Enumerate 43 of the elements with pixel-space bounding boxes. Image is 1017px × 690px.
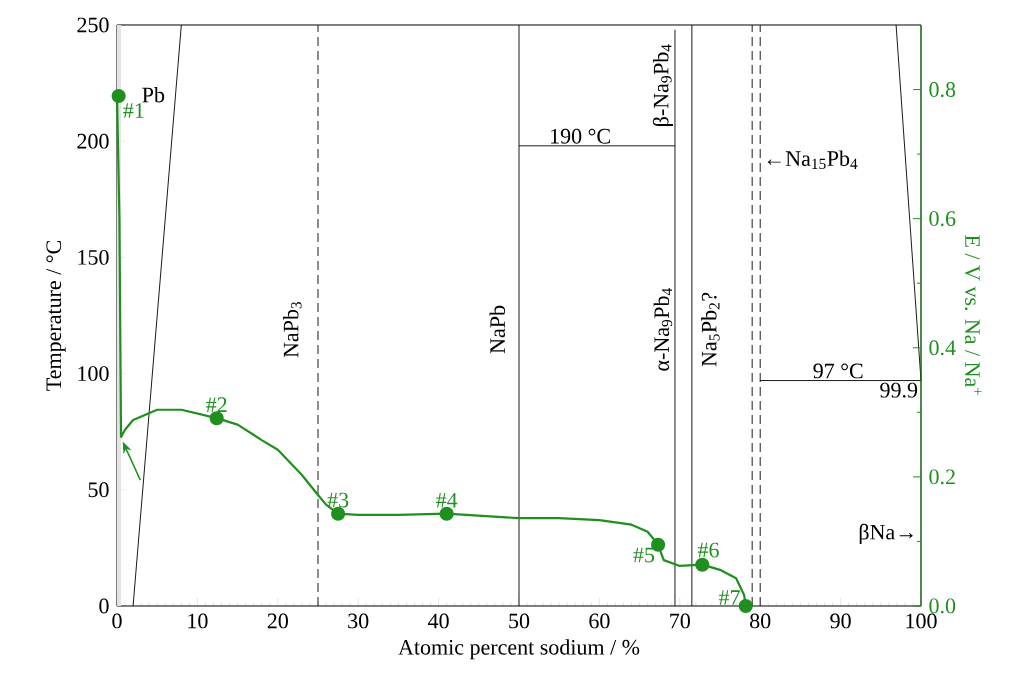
x-tick-label: 40 [428, 613, 449, 629]
x-tick-label: 20 [267, 613, 288, 629]
x-tick-label: 90 [830, 613, 851, 629]
y2-tick-label: 0.2 [929, 469, 955, 485]
annotation: #7 [718, 590, 740, 605]
annotation: #3 [327, 492, 349, 508]
annotation: #6 [697, 542, 719, 558]
annotation: NaPb [489, 305, 506, 354]
x-tick-label: 70 [670, 613, 690, 629]
x-tick-label: 60 [589, 613, 610, 629]
y-tick-label: 100 [78, 366, 109, 382]
y-tick-label: 250 [77, 17, 109, 33]
x-tick-label: 10 [188, 613, 208, 629]
y2-axis-title: E / V vs. Na / Na$^{+}$ [964, 235, 982, 396]
annotation: ←Na$_{15}$Pb$_{4}$ [767, 150, 858, 170]
y2-tick-label: 0.0 [929, 598, 956, 614]
y2-tick-label: 0.4 [929, 340, 956, 356]
annotation: Na$_{5}$Pb$_{2}$? [701, 292, 720, 367]
annotation: #5 [633, 547, 655, 563]
y-tick-label: 200 [77, 133, 109, 149]
annotation: 97 °C [813, 363, 863, 379]
x-tick-label: 0 [112, 613, 122, 629]
annotation: α-Na$_{9}$Pb$_{4}$ [653, 288, 673, 371]
y2-tick-label: 0.6 [929, 211, 956, 227]
y-axis-title: Temperature / °C [46, 240, 66, 391]
annotation: βNa→ [859, 523, 913, 545]
annotation: 190 °C [551, 128, 610, 144]
annotation: 99.9 [880, 382, 918, 398]
y-tick-label: 50 [88, 482, 109, 498]
annotation: NaPb$_{3}$ [283, 301, 302, 358]
x-tick-label: 80 [750, 613, 771, 629]
annotation: #4 [436, 493, 458, 508]
annotation: #1 [123, 103, 144, 118]
y-tick-label: 0 [99, 598, 109, 614]
y2-tick-label: 0.8 [929, 82, 956, 98]
x-tick-label: 30 [348, 613, 369, 629]
x-axis-title: Atomic percent sodium / % [398, 639, 640, 660]
x-tick-label: 100 [906, 613, 937, 629]
annotation: Pb [142, 86, 165, 103]
annotation: #2 [206, 397, 227, 412]
y-tick-label: 150 [78, 249, 109, 265]
x-tick-label: 50 [509, 613, 530, 629]
annotation: β-Na$_{9}$Pb$_{4}$ [652, 44, 674, 126]
